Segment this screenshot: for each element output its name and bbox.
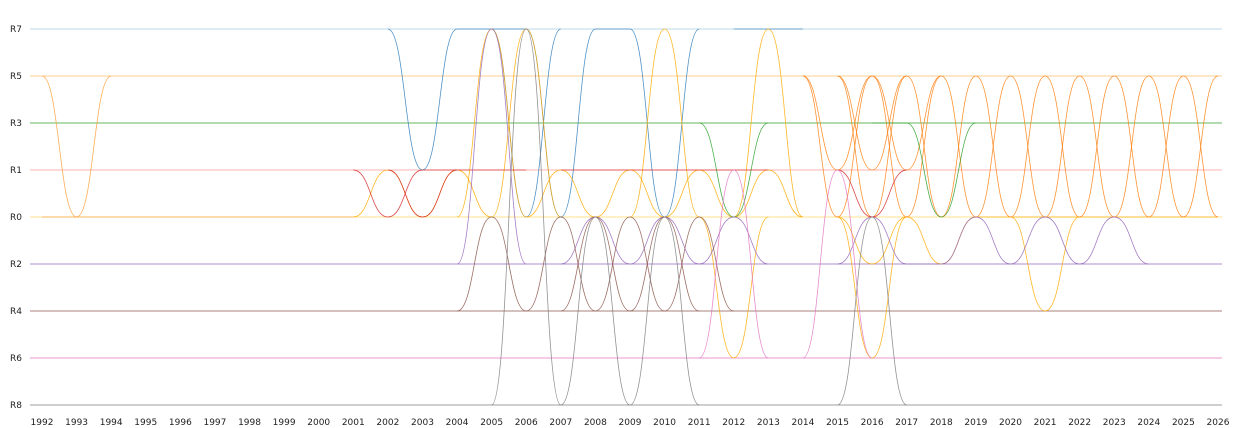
- flow-curve-32: [491, 28, 700, 406]
- x-tick-label-2009: 2009: [619, 418, 642, 428]
- x-axis-ticks: 1992 1993 1994 1995 1996 1997 1998 1999 2000 2001…: [31, 418, 1230, 428]
- x-tick-label-2022: 2022: [1068, 418, 1091, 428]
- lane-label-r8: R8: [10, 401, 22, 411]
- x-tick-label-2023: 2023: [1103, 418, 1126, 428]
- x-tick-label-2024: 2024: [1137, 418, 1160, 428]
- x-tick-label-1993: 1993: [65, 418, 88, 428]
- x-tick-label-2025: 2025: [1172, 418, 1195, 428]
- x-tick-label-1999: 1999: [273, 418, 296, 428]
- flow-curve-21: [353, 169, 527, 218]
- lane-label-r1: R1: [10, 166, 22, 176]
- x-tick-label-2000: 2000: [307, 418, 330, 428]
- x-tick-label-2006: 2006: [515, 418, 538, 428]
- lane-labels: R7 R5 R3 R1 R0 R2 R4 R6 R8: [10, 25, 22, 411]
- x-tick-label-2016: 2016: [861, 418, 884, 428]
- flow-curve-27: [837, 216, 1149, 265]
- flow-curve-16: [837, 75, 1219, 218]
- x-tick-label-2014: 2014: [791, 418, 814, 428]
- flow-curve-12: [837, 216, 907, 359]
- x-tick-label-2001: 2001: [342, 418, 365, 428]
- x-tick-label-2021: 2021: [1034, 418, 1057, 428]
- x-tick-label-2020: 2020: [999, 418, 1022, 428]
- x-tick-label-2026: 2026: [1207, 418, 1230, 428]
- x-tick-label-2005: 2005: [480, 418, 503, 428]
- x-tick-label-1997: 1997: [203, 418, 226, 428]
- flow-curve-0: [41, 75, 112, 218]
- flow-curve-2: [387, 28, 561, 218]
- flow-curve-33: [837, 216, 907, 406]
- x-tick-label-1998: 1998: [238, 418, 261, 428]
- flow-curve-28: [456, 216, 734, 312]
- flow-curve-9: [526, 169, 803, 218]
- flow-curve-22: [387, 169, 458, 218]
- lane-label-r2: R2: [10, 260, 22, 270]
- x-tick-label-1994: 1994: [100, 418, 123, 428]
- flow-curves: [41, 28, 1219, 406]
- x-tick-label-2010: 2010: [653, 418, 676, 428]
- lane-label-r4: R4: [10, 307, 22, 317]
- lane-label-r5: R5: [10, 72, 22, 82]
- x-tick-label-2012: 2012: [722, 418, 745, 428]
- x-tick-label-2019: 2019: [964, 418, 987, 428]
- x-tick-label-2013: 2013: [757, 418, 780, 428]
- x-tick-label-2015: 2015: [826, 418, 849, 428]
- flow-curve-15: [802, 75, 1219, 218]
- x-tick-label-2011: 2011: [688, 418, 711, 428]
- flow-curve-25: [456, 28, 527, 265]
- x-tick-label-1992: 1992: [31, 418, 54, 428]
- x-tick-label-2002: 2002: [376, 418, 399, 428]
- x-tick-label-2003: 2003: [411, 418, 434, 428]
- flow-curve-13: [1010, 216, 1080, 312]
- flow-curve-11: [699, 216, 769, 359]
- x-tick-label-2008: 2008: [584, 418, 607, 428]
- x-tick-label-2007: 2007: [549, 418, 572, 428]
- x-tick-label-1996: 1996: [169, 418, 192, 428]
- lane-label-r3: R3: [10, 119, 22, 129]
- flow-curve-29: [560, 216, 700, 312]
- flow-curve-26: [560, 216, 769, 265]
- flow-curve-18: [837, 75, 907, 171]
- flow-curve-17: [802, 75, 942, 171]
- lane-label-r6: R6: [10, 354, 22, 364]
- flow-curve-7: [629, 28, 700, 218]
- x-tick-label-2018: 2018: [930, 418, 953, 428]
- flow-curve-20: [872, 122, 977, 218]
- lane-label-r0: R0: [10, 213, 22, 223]
- flow-curve-8: [733, 28, 804, 218]
- flow-curve-31: [802, 169, 873, 359]
- x-tick-label-2004: 2004: [446, 418, 469, 428]
- x-tick-label-1995: 1995: [134, 418, 157, 428]
- lane-label-r7: R7: [10, 25, 22, 35]
- flow-curve-30: [699, 169, 769, 359]
- x-tick-label-2017: 2017: [895, 418, 918, 428]
